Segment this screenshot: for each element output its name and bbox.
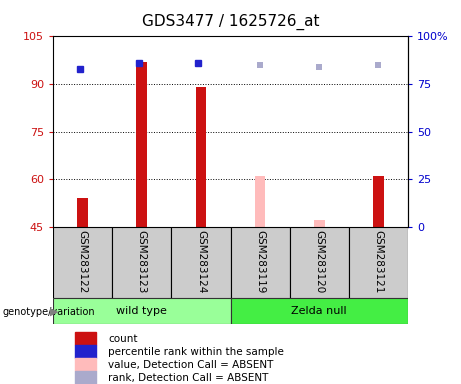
Text: GSM283123: GSM283123 (137, 230, 147, 293)
Text: GSM283121: GSM283121 (373, 230, 384, 293)
Bar (230, 298, 408, 324)
Bar (373, 176, 384, 227)
Text: GSM283124: GSM283124 (196, 230, 206, 293)
Bar (75, 358, 96, 371)
Bar (75, 333, 96, 345)
Bar (136, 62, 147, 227)
Text: count: count (108, 334, 138, 344)
Bar (255, 176, 266, 227)
Bar (195, 87, 206, 227)
Bar (77, 198, 88, 227)
Text: wild type: wild type (116, 306, 167, 316)
Bar (53, 298, 230, 324)
Bar (112, 227, 171, 298)
Bar (53, 227, 112, 298)
Bar (75, 371, 96, 384)
Bar (75, 345, 96, 358)
Text: rank, Detection Call = ABSENT: rank, Detection Call = ABSENT (108, 372, 269, 382)
Bar (171, 227, 230, 298)
Text: GSM283120: GSM283120 (314, 230, 324, 293)
Text: Zelda null: Zelda null (291, 306, 347, 316)
Text: GSM283122: GSM283122 (77, 230, 88, 293)
Bar (290, 227, 349, 298)
Bar (314, 220, 325, 227)
Text: genotype/variation: genotype/variation (2, 307, 95, 317)
Text: GSM283119: GSM283119 (255, 230, 265, 293)
Text: value, Detection Call = ABSENT: value, Detection Call = ABSENT (108, 359, 273, 369)
Bar (230, 227, 290, 298)
Text: ▶: ▶ (50, 307, 58, 317)
Bar (349, 227, 408, 298)
Text: GDS3477 / 1625726_at: GDS3477 / 1625726_at (142, 13, 319, 30)
Text: percentile rank within the sample: percentile rank within the sample (108, 347, 284, 357)
